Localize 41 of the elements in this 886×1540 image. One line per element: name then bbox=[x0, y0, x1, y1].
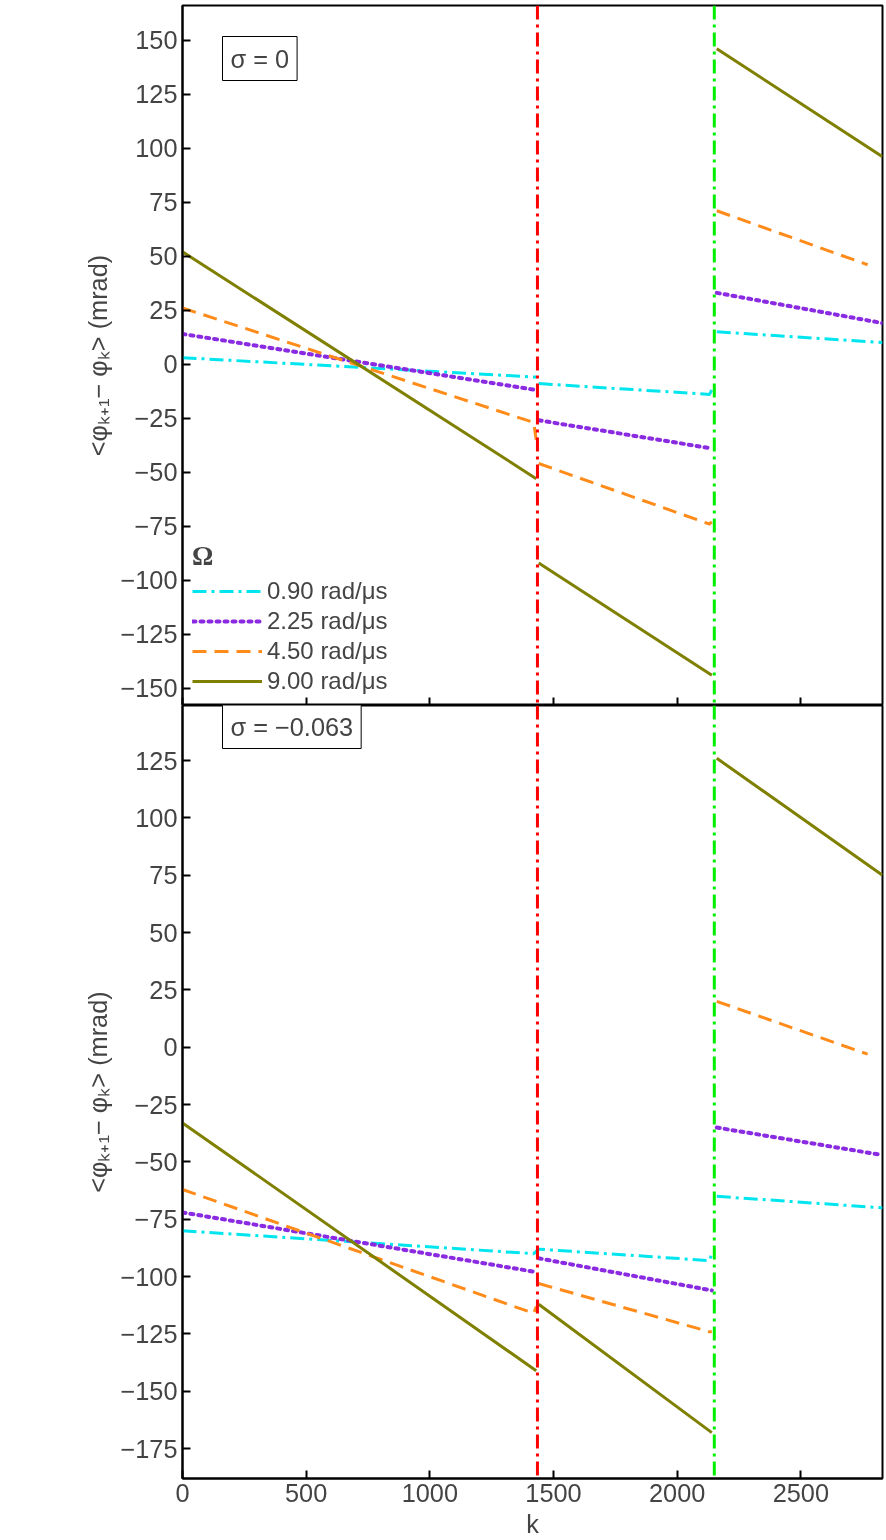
legend-label: 0.90 rad/μs bbox=[267, 577, 388, 605]
y-axis-title: <φₖ₊₁− φₖ> (mrad) bbox=[84, 254, 113, 457]
x-tick-label: 2500 bbox=[772, 1478, 830, 1507]
y-tick-label: −100 bbox=[120, 566, 178, 595]
y-tick-label: −25 bbox=[134, 1090, 178, 1119]
y-tick-label: −100 bbox=[120, 1262, 178, 1291]
legend-label: 4.50 rad/μs bbox=[267, 637, 388, 665]
x-axis-title: k bbox=[526, 1509, 540, 1538]
y-tick-label: 25 bbox=[149, 296, 178, 325]
y-axis-title: <φₖ₊₁− φₖ> (mrad) bbox=[84, 991, 113, 1193]
y-tick-label: 0 bbox=[163, 350, 178, 379]
y-tick-label: 50 bbox=[149, 918, 178, 947]
x-tick-label: 1500 bbox=[525, 1478, 582, 1507]
y-tick-label: −50 bbox=[134, 1147, 178, 1176]
y-tick-label: 0 bbox=[163, 1033, 178, 1062]
y-tick-label: −75 bbox=[134, 1205, 178, 1234]
x-tick-label: 1000 bbox=[401, 1478, 459, 1507]
y-tick-label: −25 bbox=[134, 404, 178, 433]
y-tick-label: 50 bbox=[149, 242, 178, 271]
y-tick-label: −50 bbox=[134, 458, 178, 487]
y-tick-label: 25 bbox=[149, 975, 178, 1004]
x-tick-label: 2000 bbox=[649, 1478, 706, 1507]
legend-title: Ω bbox=[192, 541, 215, 572]
y-tick-label: −75 bbox=[134, 512, 178, 541]
annotation: σ = −0.063 bbox=[230, 712, 354, 741]
y-tick-label: 125 bbox=[135, 80, 178, 109]
y-tick-label: 75 bbox=[149, 188, 178, 217]
y-tick-label: 75 bbox=[149, 861, 178, 890]
y-tick-label: −125 bbox=[120, 620, 178, 649]
annotation: σ = 0 bbox=[230, 44, 290, 73]
y-tick-label: −150 bbox=[120, 1377, 178, 1406]
legend-label: 9.00 rad/μs bbox=[267, 667, 388, 695]
x-tick-label: 500 bbox=[285, 1478, 328, 1507]
y-tick-label: 100 bbox=[135, 134, 178, 163]
y-tick-label: −150 bbox=[120, 674, 178, 703]
y-tick-label: 150 bbox=[135, 26, 178, 55]
legend-label: 2.25 rad/μs bbox=[267, 607, 388, 635]
y-tick-label: −175 bbox=[120, 1434, 178, 1463]
y-tick-label: 125 bbox=[135, 746, 178, 775]
y-tick-label: −125 bbox=[120, 1319, 178, 1348]
y-tick-label: 100 bbox=[135, 803, 178, 832]
